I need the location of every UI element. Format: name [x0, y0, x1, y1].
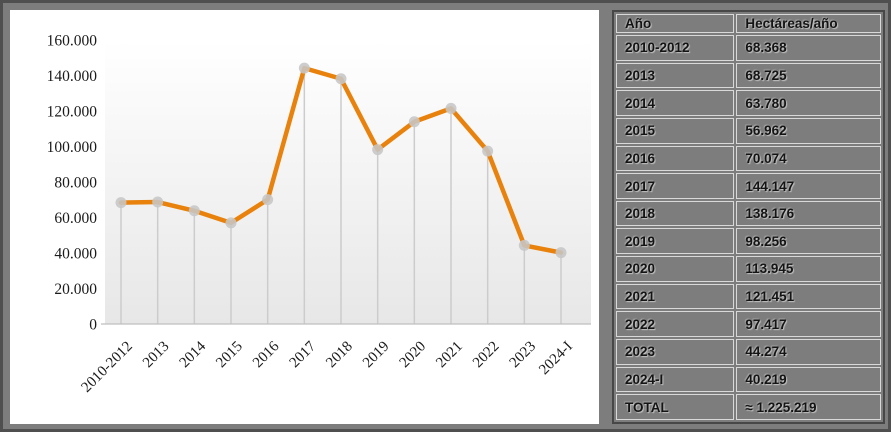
line-chart: 0 20.000 40.000 60.000 80.000 100.000 120.000 1… — [47, 33, 591, 396]
table-cell-hectares: 121.451 — [736, 283, 881, 310]
data-point-marker — [115, 197, 127, 209]
table-cell-year: 2015 — [616, 117, 735, 144]
table-cell-hectares: 144.147 — [736, 173, 881, 199]
table-cell-year: 2010-2012 — [616, 35, 735, 61]
y-axis-labels: 0 20.000 40.000 60.000 80.000 100.000 120.000 1… — [47, 33, 98, 334]
table-cell-year: 2014 — [616, 90, 735, 116]
table-cell-hectares: 56.962 — [736, 117, 881, 144]
x-axis-tick-label: 2023 — [507, 339, 540, 372]
table-row: 2010-2012 68.368 — [616, 35, 881, 61]
table-cell-hectares: 40.219 — [736, 366, 881, 393]
table-cell-hectares: ≈ 1.225.219 — [736, 394, 881, 420]
y-axis-tick-label: 20.000 — [54, 281, 97, 298]
table-cell-year: 2018 — [616, 200, 735, 227]
data-point-markers — [115, 62, 567, 259]
table-cell-hectares: 98.256 — [736, 228, 881, 255]
x-axis-tick-label: 2018 — [323, 339, 356, 372]
table-cell-year: 2022 — [616, 311, 735, 338]
table-cell-hectares: 68.725 — [736, 62, 881, 89]
table-row: 2017 144.147 — [616, 173, 881, 199]
data-point-marker — [298, 62, 310, 74]
table-cell-year: 2013 — [616, 62, 735, 89]
x-axis-tick-label: 2024-I — [536, 339, 576, 379]
table-cell-hectares: 44.274 — [736, 339, 881, 365]
table-cell-hectares: 113.945 — [736, 256, 881, 282]
x-axis-tick-label: 2022 — [470, 339, 503, 372]
table-row: 2015 56.962 — [616, 117, 881, 144]
plot-area-background — [105, 40, 591, 324]
y-axis-tick-label: 100.000 — [47, 139, 98, 156]
table-row: 2014 63.780 — [616, 90, 881, 116]
table-cell-year: 2024-I — [616, 366, 735, 393]
x-axis-tick-label: 2013 — [140, 339, 173, 372]
data-point-marker — [482, 145, 494, 157]
droplines — [120, 68, 562, 324]
x-axis-tick-label: 2020 — [397, 339, 430, 372]
data-point-marker — [225, 217, 237, 229]
x-axis-tick-label: 2010-2012 — [79, 339, 136, 396]
y-axis-tick-label: 160.000 — [47, 33, 98, 50]
table-row: 2019 98.256 — [616, 228, 881, 255]
x-axis-tick-label: 2017 — [287, 338, 320, 371]
x-axis-tick-label: 2021 — [433, 339, 466, 372]
table-row: 2018 138.176 — [616, 200, 881, 227]
x-axis-tick-label: 2016 — [250, 338, 283, 371]
data-point-marker — [555, 247, 567, 259]
x-axis-labels: 2010-2012 2013 2014 2015 2016 2017 2018 2019 202… — [79, 338, 576, 396]
table-row: 2021 121.451 — [616, 283, 881, 310]
data-point-marker — [335, 73, 347, 85]
table-row: 2013 68.725 — [616, 62, 881, 89]
table-cell-year: 2019 — [616, 228, 735, 255]
table-row: 2020 113.945 — [616, 256, 881, 282]
y-axis-tick-label: 120.000 — [47, 104, 98, 121]
y-axis-tick-label: 140.000 — [47, 68, 98, 85]
y-axis-tick-label: 40.000 — [54, 246, 97, 263]
table-cell-year: 2021 — [616, 283, 735, 310]
y-axis-tick-label: 60.000 — [54, 210, 97, 227]
data-point-marker — [152, 196, 164, 208]
table-header-row: Año Hectáreas/año — [616, 14, 881, 33]
table-header-year: Año — [616, 14, 735, 33]
table-cell-hectares: 97.417 — [736, 311, 881, 338]
data-point-marker — [372, 144, 384, 156]
table-cell-hectares: 70.074 — [736, 145, 881, 172]
y-axis-tick-label: 0 — [89, 317, 97, 334]
table-row: 2022 97.417 — [616, 311, 881, 338]
x-axis-tick-label: 2014 — [177, 338, 210, 371]
data-point-marker — [518, 239, 530, 251]
table-cell-year: 2017 — [616, 173, 735, 199]
table-row: 2024-I 40.219 — [616, 366, 881, 393]
table-cell-year: 2020 — [616, 256, 735, 282]
x-axis-tick-label: 2019 — [360, 339, 393, 372]
data-table-panel: Año Hectáreas/año 2010-2012 68.368 2013 68.… — [612, 10, 885, 424]
table-cell-hectares: 68.368 — [736, 35, 881, 61]
table-row: 2016 70.074 — [616, 145, 881, 172]
table-cell-year: 2023 — [616, 339, 735, 365]
table-row: 2023 44.274 — [616, 339, 881, 365]
table-row-total: TOTAL ≈ 1.225.219 — [616, 394, 881, 420]
table-cell-year: TOTAL — [616, 394, 735, 420]
data-point-marker — [408, 116, 420, 128]
table-header-hectares: Hectáreas/año — [736, 14, 881, 33]
table-cell-year: 2016 — [616, 145, 735, 172]
table-cell-hectares: 138.176 — [736, 200, 881, 227]
data-point-marker — [262, 194, 274, 206]
hectares-per-year-table: Año Hectáreas/año 2010-2012 68.368 2013 68.… — [614, 12, 883, 422]
y-axis-tick-label: 80.000 — [54, 175, 97, 192]
table-cell-hectares: 63.780 — [736, 90, 881, 116]
x-axis-tick-label: 2015 — [213, 339, 246, 372]
data-point-marker — [188, 205, 200, 217]
data-point-marker — [445, 102, 457, 114]
line-chart-panel: 0 20.000 40.000 60.000 80.000 100.000 120.000 1… — [10, 10, 599, 424]
